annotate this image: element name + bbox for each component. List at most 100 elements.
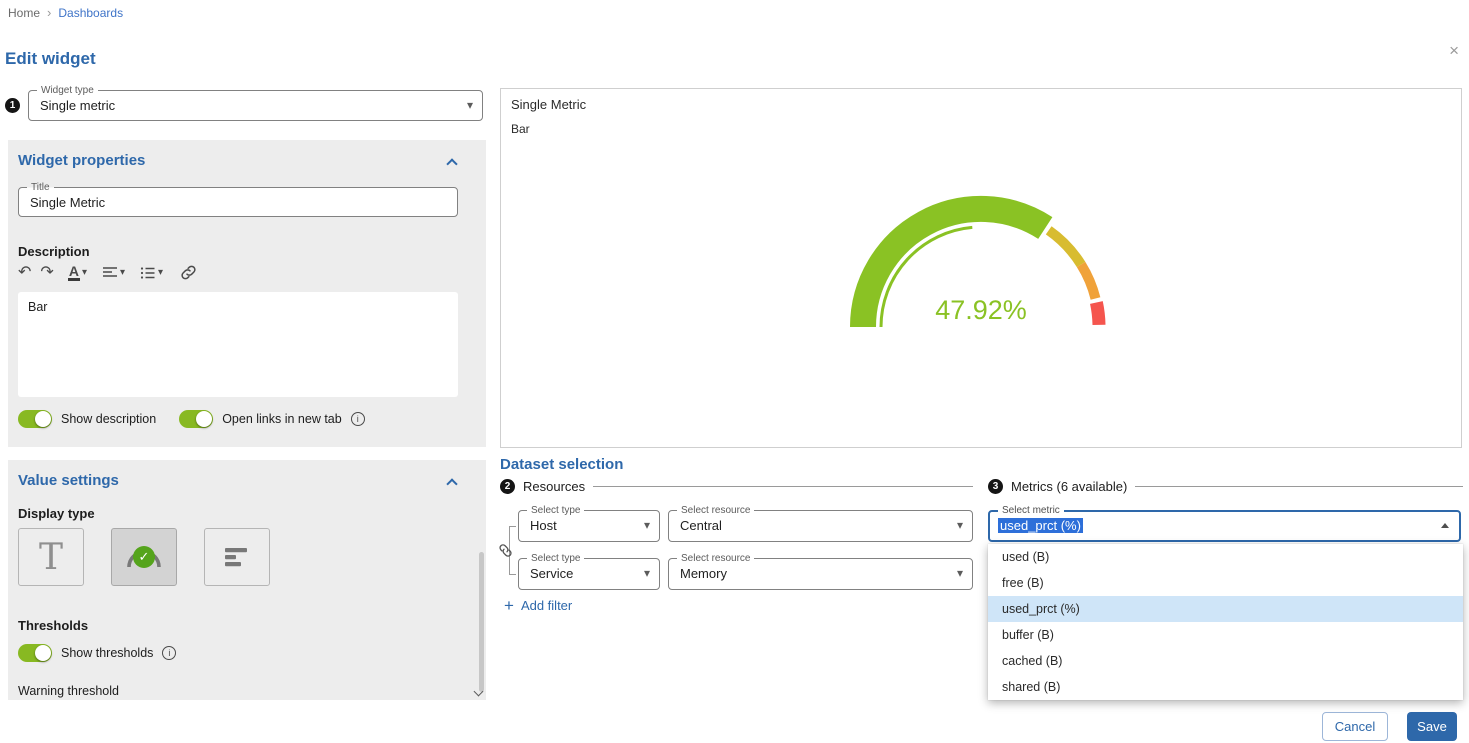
display-type-options: T ✓ <box>18 528 270 586</box>
divider <box>1135 486 1463 487</box>
display-type-bar-button[interactable] <box>204 528 270 586</box>
resource-select-1[interactable]: Select resource Central ▾ <box>668 510 973 542</box>
gauge-red-arc <box>1096 303 1099 325</box>
title-input[interactable]: Title Single Metric <box>18 187 458 217</box>
open-links-label: Open links in new tab <box>222 412 342 426</box>
open-links-toggle[interactable] <box>179 410 213 428</box>
chevron-down-icon: ▾ <box>644 518 650 532</box>
save-button[interactable]: Save <box>1407 712 1457 741</box>
title-input-label: Title <box>27 182 54 193</box>
select-type-label: Select type <box>527 505 584 516</box>
show-description-label: Show description <box>61 412 156 426</box>
redo-icon: ↷ <box>40 265 53 281</box>
plus-icon: + <box>504 597 514 614</box>
link-resources-icon[interactable] <box>498 543 513 558</box>
widget-type-select[interactable]: Widget type Single metric ▾ <box>28 90 483 121</box>
link-icon <box>180 264 197 281</box>
value-settings-section: Value settings Display type T ✓ <box>8 460 486 700</box>
resource-link-connector <box>509 526 516 527</box>
show-description-toggle[interactable] <box>18 410 52 428</box>
close-icon[interactable]: × <box>1449 42 1459 59</box>
chevron-up-icon <box>1441 523 1449 528</box>
list-icon <box>140 266 156 280</box>
link-button[interactable] <box>180 264 197 281</box>
chevron-down-icon: ▾ <box>158 267 163 278</box>
undo-button[interactable]: ↶ <box>18 265 31 281</box>
breadcrumb-separator: › <box>47 5 51 20</box>
menu-item[interactable]: free (B) <box>988 570 1463 596</box>
menu-item[interactable]: used (B) <box>988 544 1463 570</box>
resource-type-select-2[interactable]: Select type Service ▾ <box>518 558 660 590</box>
redo-button[interactable]: ↷ <box>40 265 53 281</box>
toggle-knob <box>196 411 212 427</box>
step-badge-2: 2 <box>500 479 515 494</box>
page-title: Edit widget <box>5 49 96 69</box>
widget-type-value: Single metric <box>40 98 115 113</box>
thresholds-label: Thresholds <box>18 618 88 633</box>
select-resource-label: Select resource <box>677 553 754 564</box>
toggle-knob <box>35 645 51 661</box>
collapse-chevron-icon[interactable] <box>446 478 457 489</box>
chevron-down-icon: ▾ <box>957 566 963 580</box>
text-display-icon: T <box>39 537 63 578</box>
bar-chart-icon <box>225 547 249 567</box>
text-color-icon: A <box>68 264 80 281</box>
title-input-value: Single Metric <box>30 195 105 210</box>
breadcrumb: Home › Dashboards <box>8 5 123 20</box>
show-thresholds-toggle[interactable] <box>18 644 52 662</box>
collapse-chevron-icon[interactable] <box>446 158 457 169</box>
menu-item[interactable]: shared (B) <box>988 674 1463 700</box>
show-thresholds-label: Show thresholds <box>61 646 153 660</box>
resources-label: Resources <box>523 479 585 494</box>
select-metric-input[interactable]: Select metric used_prct (%) <box>988 510 1461 542</box>
selected-check-icon: ✓ <box>133 546 155 568</box>
resource-type-select-1[interactable]: Select type Host ▾ <box>518 510 660 542</box>
description-editor[interactable]: Bar <box>18 292 458 397</box>
edit-widget-page: Home › Dashboards Edit widget × 1 Widget… <box>0 0 1469 743</box>
widget-properties-section: Widget properties Title Single Metric De… <box>8 140 486 447</box>
select-metric-label: Select metric <box>998 505 1064 516</box>
display-type-gauge-button[interactable]: ✓ <box>111 528 177 586</box>
menu-item[interactable]: buffer (B) <box>988 622 1463 648</box>
menu-item-selected[interactable]: used_prct (%) <box>988 596 1463 622</box>
select-resource-label: Select resource <box>677 505 754 516</box>
dataset-selection-heading: Dataset selection <box>500 456 623 473</box>
menu-item[interactable]: cached (B) <box>988 648 1463 674</box>
add-filter-label: Add filter <box>521 598 572 613</box>
select-type-value: Service <box>530 566 573 581</box>
metric-options-menu: used (B) free (B) used_prct (%) buffer (… <box>988 544 1463 700</box>
gauge-yellow-arc <box>1049 230 1081 264</box>
select-resource-value: Memory <box>680 566 727 581</box>
info-icon[interactable]: i <box>351 412 365 426</box>
scrollbar-thumb[interactable] <box>479 552 484 692</box>
cancel-button[interactable]: Cancel <box>1322 712 1388 741</box>
metrics-label: Metrics (6 available) <box>1011 479 1127 494</box>
resources-header: 2 Resources <box>500 479 973 494</box>
display-type-text-button[interactable]: T <box>18 528 84 586</box>
value-settings-heading: Value settings <box>18 472 119 489</box>
breadcrumb-dashboards-link[interactable]: Dashboards <box>58 6 123 20</box>
resource-select-2[interactable]: Select resource Memory ▾ <box>668 558 973 590</box>
richtext-toolbar: ↶ ↷ A ▾ ▾ ▾ <box>18 264 197 281</box>
chevron-down-icon: ▾ <box>957 518 963 532</box>
chevron-down-icon: ▾ <box>644 566 650 580</box>
add-filter-button[interactable]: + Add filter <box>504 597 572 614</box>
widget-preview-panel: Single Metric Bar 47.92% <box>500 88 1462 448</box>
list-button[interactable]: ▾ <box>140 266 163 280</box>
align-button[interactable]: ▾ <box>102 266 125 280</box>
undo-icon: ↶ <box>18 265 31 281</box>
divider <box>593 486 973 487</box>
align-left-icon <box>102 266 118 280</box>
text-color-button[interactable]: A ▾ <box>68 264 87 281</box>
preview-title: Single Metric <box>511 97 586 112</box>
info-icon[interactable]: i <box>162 646 176 660</box>
gauge-orange-arc <box>1081 265 1095 299</box>
thresholds-toggle-row: Show thresholds i <box>18 644 176 662</box>
preview-description: Bar <box>511 122 530 136</box>
widget-properties-heading: Widget properties <box>18 152 145 169</box>
breadcrumb-home-link[interactable]: Home <box>8 6 40 20</box>
select-type-label: Select type <box>527 553 584 564</box>
description-label: Description <box>18 244 90 259</box>
chevron-down-icon: ▾ <box>467 98 473 112</box>
chevron-down-icon: ▾ <box>120 267 125 278</box>
